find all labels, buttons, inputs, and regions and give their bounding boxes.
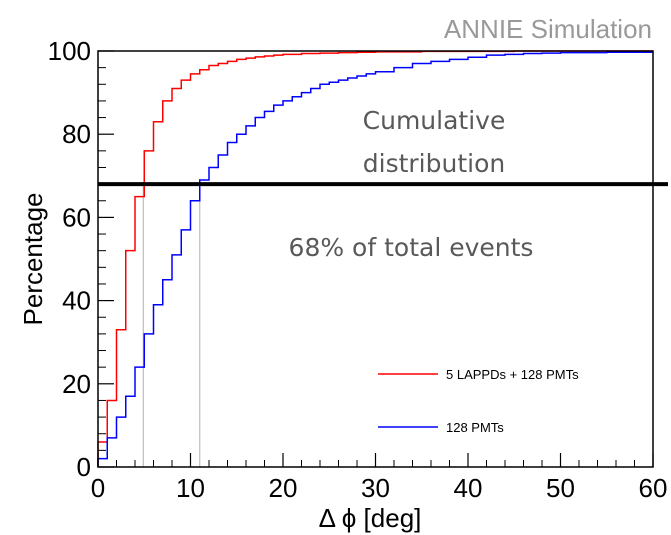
legend: 5 LAPPDs + 128 PMTs 128 PMTs [378,367,579,435]
legend-label-lappd: 5 LAPPDs + 128 PMTs [446,367,579,382]
y-axis-title: Percentage [18,193,48,326]
annotation-cumulative-line2: distribution [363,149,505,178]
x-tick-label: 60 [639,473,668,503]
y-tick-label: 20 [62,369,91,399]
data-layer [97,50,668,467]
watermark-title: ANNIE Simulation [444,14,652,44]
x-axis-title: Δ ϕ [deg] [319,503,422,533]
y-axis: 0 20 40 60 80 100 [48,36,114,482]
x-tick-label: 40 [454,473,483,503]
x-tick-label: 20 [269,473,298,503]
x-tick-label: 30 [361,473,390,503]
legend-label-pmt: 128 PMTs [446,420,504,435]
y-tick-label: 40 [62,286,91,316]
series-line-0 [97,50,653,467]
y-tick-label: 80 [62,119,91,149]
annotation-threshold-label: 68% of total events [289,233,534,262]
y-tick-label: 0 [77,452,91,482]
annotation-cumulative-line1: Cumulative [363,106,506,135]
x-axis: 0 10 20 30 40 50 60 [91,453,668,503]
y-tick-label: 60 [62,202,91,232]
x-tick-label: 10 [176,473,205,503]
series-line-1 [97,51,653,467]
x-tick-label: 50 [546,473,575,503]
x-tick-label: 0 [91,473,105,503]
y-tick-label: 100 [48,36,91,66]
